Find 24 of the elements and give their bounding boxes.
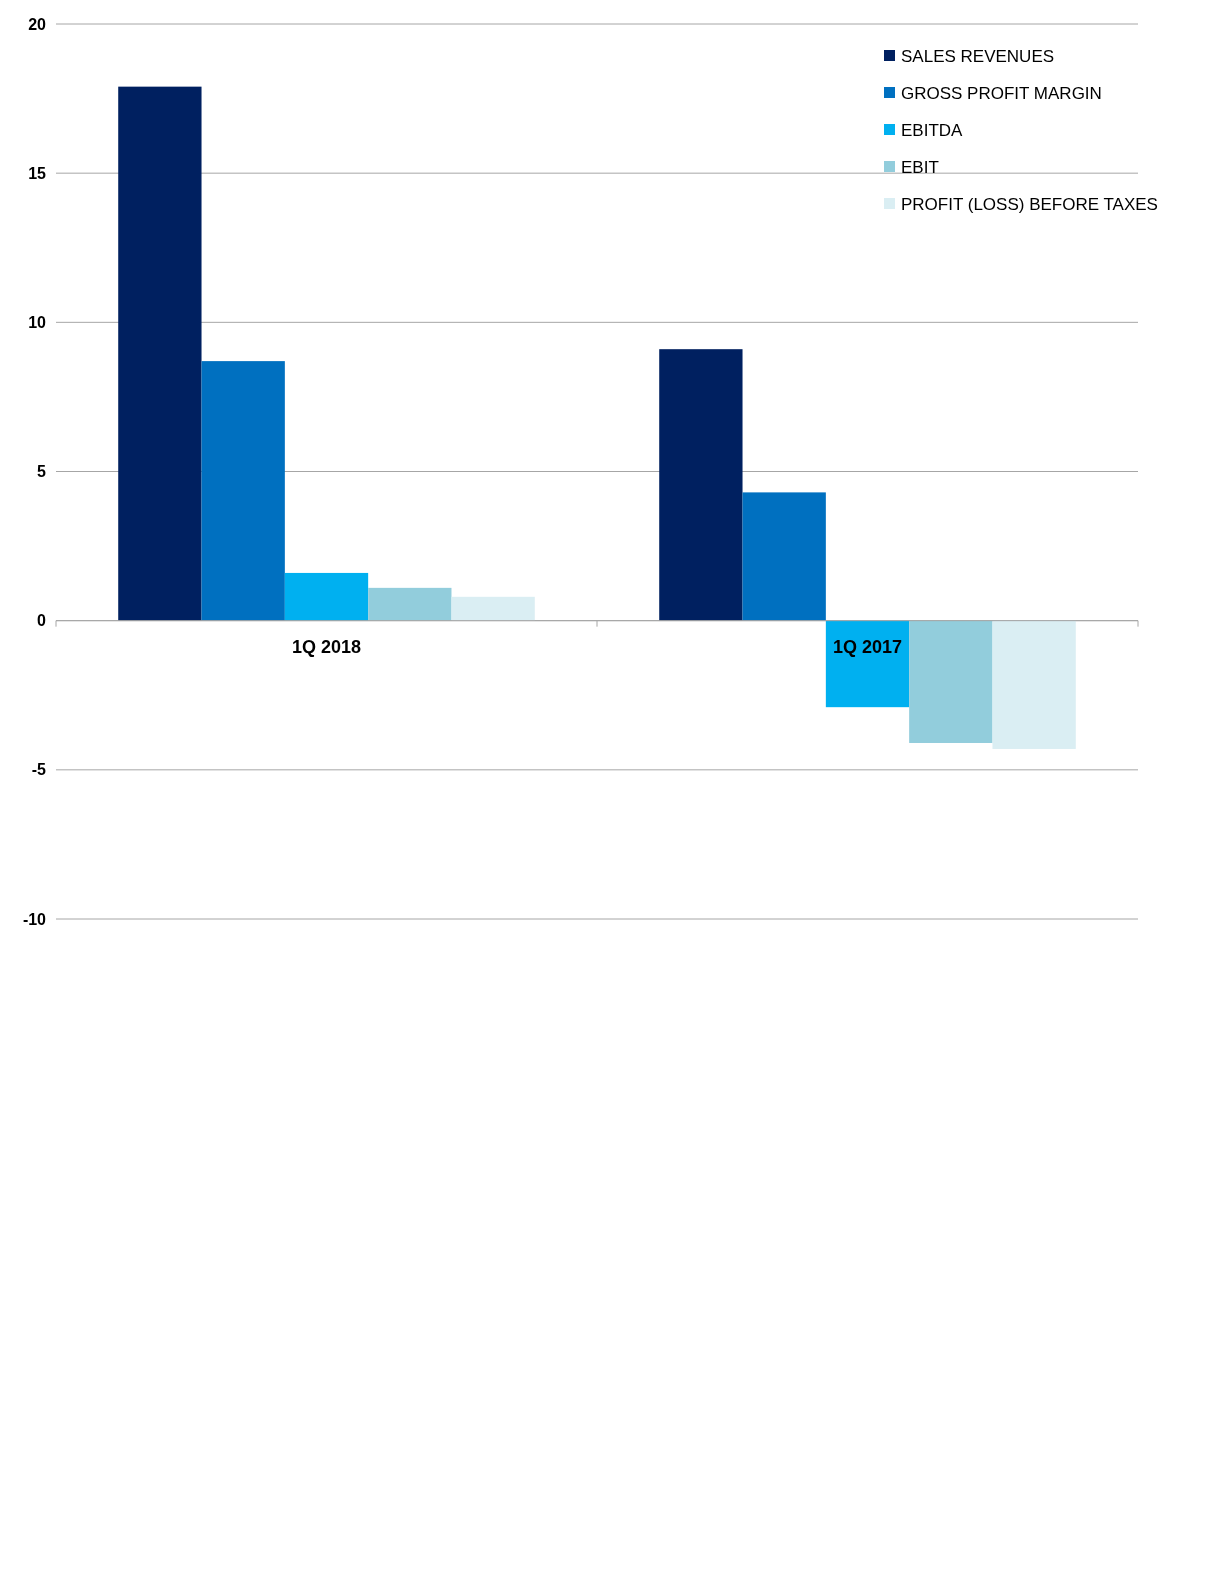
x-tick-label: 1Q 2018 bbox=[291, 636, 362, 657]
x-tick-label: 1Q 2017 bbox=[832, 636, 903, 657]
bar bbox=[992, 620, 1076, 749]
y-tick-label: 20 bbox=[28, 15, 47, 33]
bar bbox=[368, 587, 452, 621]
legend-label: PROFIT (LOSS) BEFORE TAXES bbox=[901, 194, 1158, 214]
bar bbox=[201, 361, 285, 621]
legend-label: GROSS PROFIT MARGIN bbox=[901, 83, 1102, 103]
y-tick-label: 5 bbox=[37, 463, 47, 481]
legend-label: SALES REVENUES bbox=[901, 46, 1055, 66]
y-tick-label: 15 bbox=[28, 164, 47, 182]
y-tick-label: 0 bbox=[37, 612, 47, 630]
legend-label: EBIT bbox=[901, 157, 939, 177]
bar bbox=[284, 572, 369, 621]
bar bbox=[742, 492, 826, 621]
y-tick-label: -10 bbox=[22, 910, 47, 928]
legend-label: EBITDA bbox=[901, 120, 964, 140]
bar bbox=[451, 596, 535, 621]
bar bbox=[118, 86, 202, 621]
bar bbox=[659, 349, 743, 621]
y-tick-label: -5 bbox=[31, 761, 47, 779]
bar bbox=[825, 620, 910, 708]
bar bbox=[909, 620, 993, 743]
y-tick-label: 10 bbox=[28, 313, 47, 331]
